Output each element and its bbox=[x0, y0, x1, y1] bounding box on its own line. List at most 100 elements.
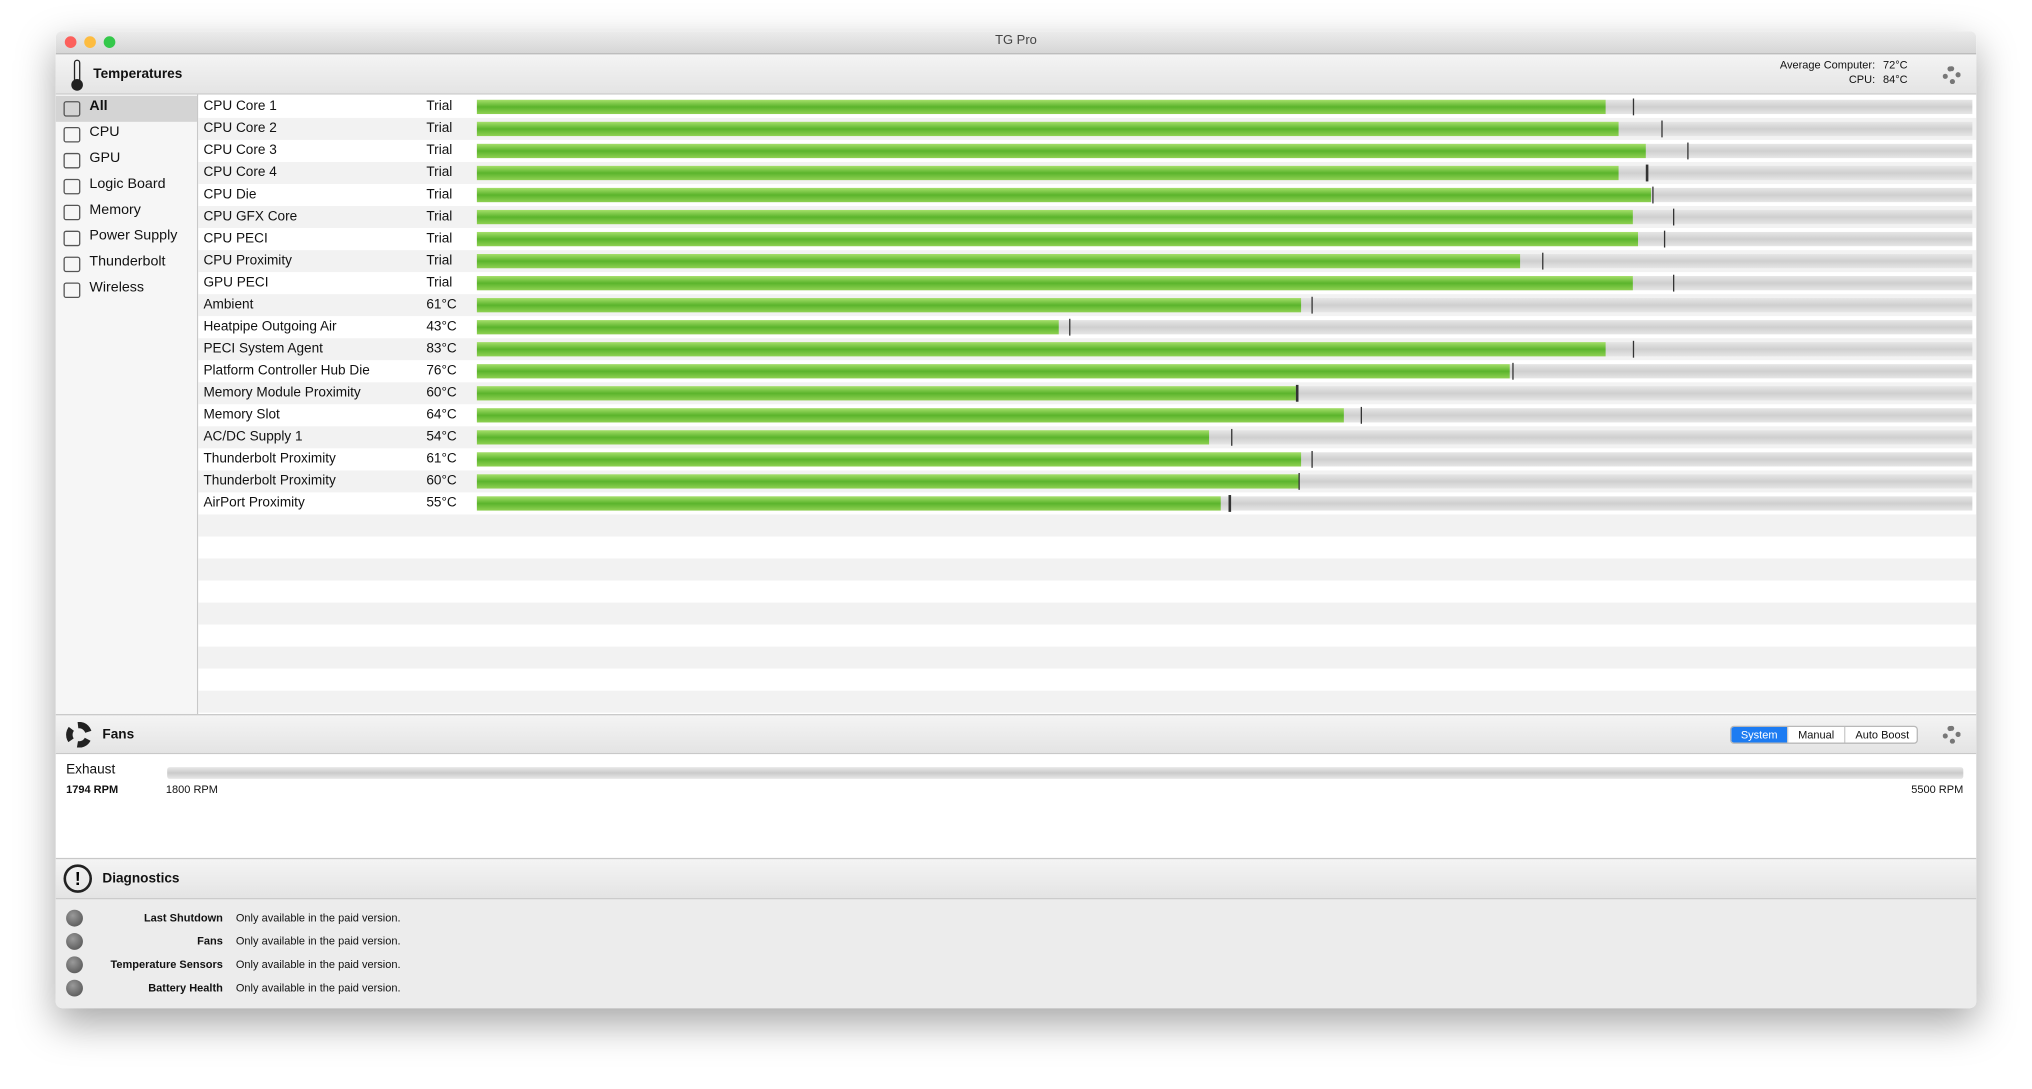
sidebar-label: CPU bbox=[89, 124, 120, 140]
minimize-button[interactable] bbox=[84, 36, 96, 48]
peak-marker bbox=[1311, 450, 1313, 468]
sensor-name: Thunderbolt Proximity bbox=[203, 473, 336, 489]
sidebar-item[interactable]: All bbox=[55, 95, 197, 122]
sensor-row: AirPort Proximity 55°C bbox=[198, 492, 1977, 515]
sensor-row: Thunderbolt Proximity 61°C bbox=[198, 448, 1977, 471]
bar-fill bbox=[476, 276, 1633, 291]
sensor-name: GPU PECI bbox=[203, 274, 269, 291]
sensor-name: Ambient bbox=[203, 296, 254, 313]
peak-marker bbox=[1297, 473, 1300, 490]
status-light bbox=[66, 933, 83, 950]
bar-fill bbox=[476, 386, 1297, 401]
bar-fill bbox=[476, 253, 1521, 269]
peak-marker bbox=[1646, 164, 1648, 182]
summary-value: 72°C bbox=[1882, 58, 1908, 72]
sidebar-item[interactable]: Memory bbox=[56, 200, 197, 226]
summary-label: Average Computer: bbox=[1779, 58, 1876, 72]
fan-max: 5500 RPM bbox=[1911, 782, 1964, 796]
sensor-row: Memory Module Proximity 60°C bbox=[198, 382, 1977, 405]
bar-fill bbox=[476, 474, 1298, 489]
section-title: Fans bbox=[102, 726, 135, 743]
temperatures-header: Temperatures Average Computer: 72°C CPU: 84… bbox=[55, 54, 1977, 95]
close-button[interactable] bbox=[64, 36, 77, 48]
status-light bbox=[66, 979, 83, 997]
mode-button[interactable]: System bbox=[1731, 726, 1788, 743]
alert-icon: ! bbox=[63, 864, 93, 893]
peak-marker bbox=[1652, 186, 1654, 204]
sidebar-icon bbox=[63, 256, 81, 273]
diag-status: Only available in the paid version. bbox=[235, 934, 401, 948]
sensor-name: PECI System Agent bbox=[203, 340, 323, 357]
sensor-name: CPU Core 1 bbox=[203, 98, 277, 115]
diag-label: Temperature Sensors bbox=[110, 957, 223, 971]
fan-min: 1800 RPM bbox=[165, 782, 218, 796]
sidebar-item[interactable]: Power Supply bbox=[56, 225, 197, 251]
peak-marker bbox=[1661, 120, 1663, 138]
sensor-reading: 54°C bbox=[426, 428, 457, 445]
sidebar-label: Memory bbox=[89, 202, 141, 218]
sidebar-label: All bbox=[89, 98, 108, 115]
fan-rpm: 1794 RPM bbox=[66, 782, 119, 796]
sensor-reading: 76°C bbox=[426, 362, 457, 379]
mode-button[interactable]: Auto Boost bbox=[1844, 726, 1917, 743]
sidebar: All CPU GPU Logic Board Memory Power Supply Th… bbox=[55, 94, 199, 715]
bar-fill bbox=[476, 209, 1633, 225]
section-title: Diagnostics bbox=[102, 870, 180, 887]
sensor-row: CPU Core 2 Trial bbox=[198, 117, 1977, 140]
settings-gear[interactable] bbox=[1942, 725, 1961, 744]
status-light bbox=[66, 956, 83, 974]
sensor-reading: Trial bbox=[426, 274, 453, 291]
bar-fill bbox=[476, 187, 1651, 203]
sensor-table: CPU Core 1 Trial CPU Core 2 Trial CPU Core 3… bbox=[198, 94, 1977, 715]
bar-fill bbox=[476, 143, 1647, 159]
sensor-row: AC/DC Supply 1 54°C bbox=[198, 426, 1977, 449]
sensor-reading: Trial bbox=[426, 252, 453, 269]
settings-gear[interactable] bbox=[1942, 66, 1961, 85]
sensor-name: CPU PECI bbox=[203, 230, 268, 247]
mode-button[interactable]: Manual bbox=[1787, 726, 1844, 743]
bar-fill bbox=[476, 298, 1301, 313]
peak-marker bbox=[1230, 428, 1233, 446]
bar-fill bbox=[476, 99, 1606, 115]
peak-marker bbox=[1360, 406, 1363, 424]
peak-marker bbox=[1664, 230, 1666, 248]
fan-name: Exhaust bbox=[66, 761, 116, 778]
sidebar-label: Thunderbolt bbox=[89, 253, 166, 270]
empty-row bbox=[198, 668, 1977, 691]
peak-marker bbox=[1069, 318, 1071, 336]
sensor-name: Memory Module Proximity bbox=[203, 384, 361, 401]
peak-marker bbox=[1511, 362, 1514, 380]
sidebar-item[interactable]: Logic Board bbox=[56, 174, 197, 200]
window: TG Pro Temperatures Average Computer: 72°… bbox=[55, 31, 1977, 1009]
sidebar-label: Power Supply bbox=[89, 228, 178, 244]
empty-row bbox=[198, 514, 1977, 537]
bar-fill bbox=[476, 165, 1618, 181]
empty-row bbox=[198, 558, 1977, 581]
bar-fill bbox=[476, 342, 1606, 357]
sensor-row: PECI System Agent 83°C bbox=[198, 338, 1977, 361]
sensor-row: Memory Slot 64°C bbox=[198, 404, 1977, 427]
bar-fill bbox=[476, 408, 1345, 423]
peak-marker bbox=[1632, 340, 1635, 358]
sidebar-item[interactable]: Thunderbolt bbox=[56, 251, 197, 277]
zoom-button[interactable] bbox=[103, 36, 116, 48]
sidebar-icon bbox=[63, 152, 81, 169]
fans-panel: Exhaust 1794 RPM 1800 RPM 5500 RPM bbox=[55, 754, 1977, 858]
title-bar: TG Pro bbox=[55, 31, 1977, 55]
fan-icon bbox=[66, 721, 93, 748]
sensor-row: CPU Die Trial bbox=[198, 184, 1977, 207]
peak-marker bbox=[1632, 98, 1635, 116]
sensor-reading: Trial bbox=[426, 230, 453, 247]
mode-selector: System Manual Auto Boost bbox=[1730, 725, 1918, 744]
bar-fill bbox=[476, 430, 1210, 445]
window-title: TG Pro bbox=[995, 33, 1037, 48]
sensor-reading: Trial bbox=[426, 186, 453, 203]
sidebar-item[interactable]: Wireless bbox=[56, 277, 197, 303]
sensor-reading: Trial bbox=[426, 164, 453, 181]
sidebar-item[interactable]: GPU bbox=[56, 148, 197, 174]
sidebar-item[interactable]: CPU bbox=[56, 122, 197, 148]
sensor-reading: 83°C bbox=[426, 340, 457, 357]
sidebar-label: GPU bbox=[89, 150, 121, 166]
status-light bbox=[66, 909, 83, 927]
sensor-row: CPU Core 1 Trial bbox=[198, 95, 1977, 118]
